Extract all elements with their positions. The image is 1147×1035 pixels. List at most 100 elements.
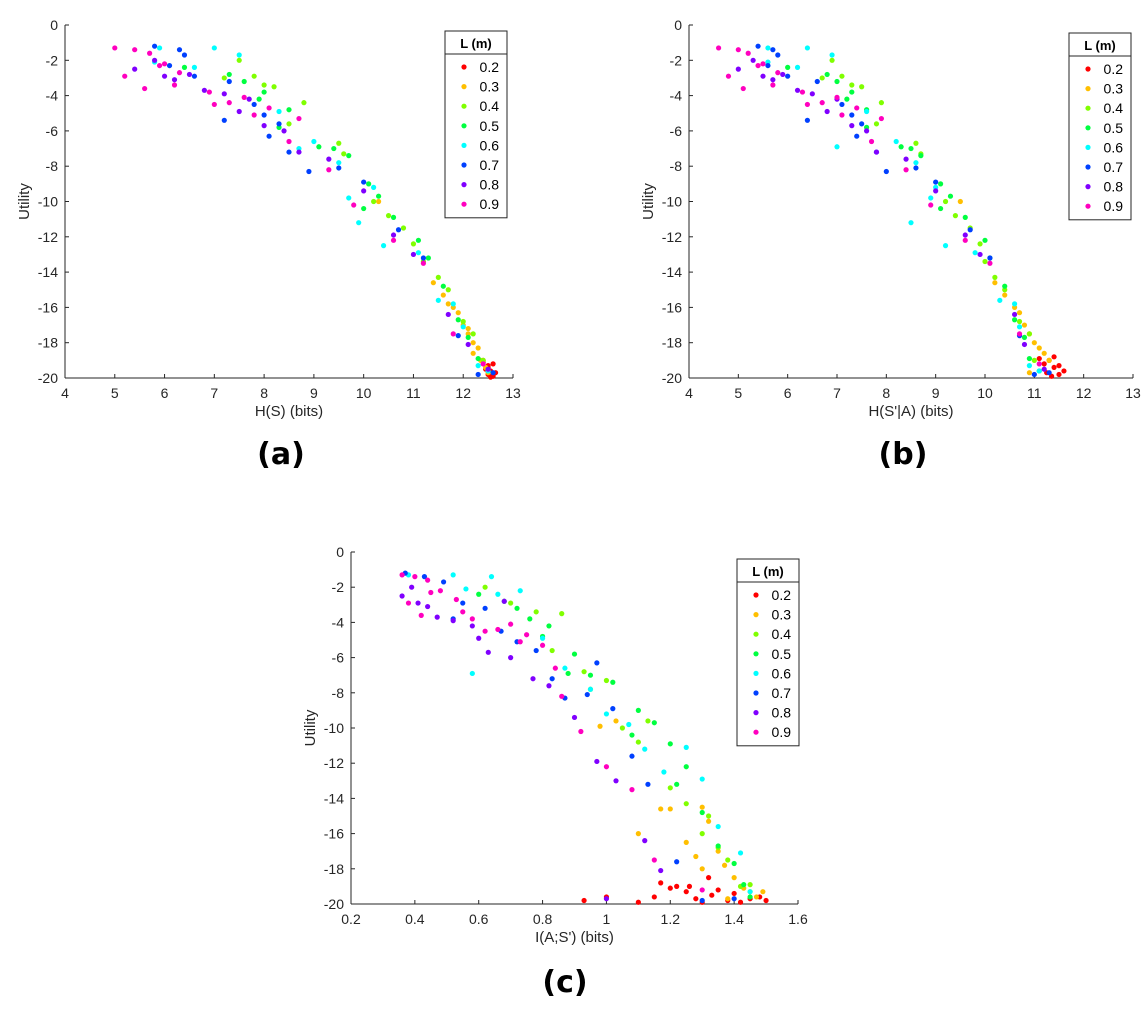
legend-marker — [1085, 184, 1091, 190]
scatter-point — [122, 73, 128, 79]
scatter-point — [527, 616, 533, 622]
scatter-point — [470, 350, 476, 356]
scatter-point — [514, 605, 520, 611]
scatter-point — [445, 301, 451, 307]
scatter-point — [1026, 363, 1032, 369]
scatter-point — [460, 318, 466, 325]
scatter-point — [256, 96, 262, 102]
y-tick-label: -2 — [670, 52, 683, 68]
scatter-point — [508, 655, 514, 661]
y-tick-label: -2 — [332, 579, 345, 595]
scatter-point — [715, 887, 721, 893]
x-tick-label: 1.6 — [788, 911, 808, 927]
scatter-point — [316, 144, 322, 150]
scatter-point — [804, 45, 811, 51]
scatter-point — [485, 649, 491, 655]
scatter-point — [508, 621, 514, 627]
scatter-point — [794, 64, 801, 70]
panel-c: 0.2 0.4 0.6 0.8 1 1.2 1.4 1.6 0 -2 -4 -6 -8 -10 -12 -14… — [302, 544, 808, 1000]
scatter-point — [683, 764, 689, 770]
scatter-point — [495, 626, 501, 633]
legend-title: L (m) — [460, 36, 492, 51]
scatter-point — [893, 138, 899, 145]
scatter-point — [476, 635, 482, 641]
scatter-point — [395, 227, 402, 233]
scatter-point — [1002, 292, 1008, 298]
legend-marker — [461, 84, 467, 90]
scatter-point — [674, 781, 680, 787]
scatter-point — [346, 153, 352, 159]
x-tick-label: 0.4 — [405, 911, 425, 927]
scatter-point — [171, 82, 178, 88]
scatter-point — [1012, 311, 1018, 318]
scatter-point — [651, 857, 657, 863]
scatter-point — [559, 611, 565, 617]
scatter-point — [658, 867, 664, 874]
scatter-point — [420, 260, 426, 266]
scatter-point — [755, 62, 761, 69]
legend-entry: 0.8 — [480, 177, 500, 193]
scatter-point — [804, 117, 811, 123]
scatter-point — [947, 193, 954, 199]
scatter-point — [997, 297, 1003, 303]
scatter-point — [699, 831, 705, 837]
scatter-point — [1012, 301, 1018, 307]
scatter-point — [849, 82, 855, 88]
scatter-point — [760, 73, 766, 79]
scatter-point — [261, 123, 267, 129]
y-tick-label: -20 — [38, 370, 58, 386]
scatter-point — [331, 145, 337, 152]
scatter-point — [735, 47, 741, 53]
scatter-point — [552, 665, 558, 671]
scatter-point — [251, 112, 257, 118]
panel-label: (c) — [542, 965, 587, 1000]
legend-title: L (m) — [752, 564, 784, 579]
scatter-point — [351, 202, 357, 208]
scatter-point — [674, 859, 680, 865]
scatter-point — [501, 598, 507, 604]
scatter-point — [1036, 368, 1042, 374]
scatter-point — [236, 57, 242, 63]
x-tick-label: 0.6 — [469, 911, 489, 927]
scatter-point — [286, 121, 292, 127]
scatter-point — [482, 628, 488, 634]
scatter-point — [181, 64, 188, 70]
scatter-point — [962, 237, 968, 243]
scatter-point — [450, 301, 456, 307]
legend-entry: 0.4 — [480, 98, 500, 114]
legend-marker — [1085, 164, 1091, 170]
scatter-point — [844, 96, 850, 102]
x-tick-label: 10 — [356, 385, 372, 401]
scatter-point — [546, 683, 552, 689]
legend-entry: 0.4 — [772, 626, 792, 642]
scatter-point — [435, 297, 441, 303]
x-tick-label: 8 — [882, 385, 890, 401]
scatter-point — [485, 366, 491, 372]
scatter-point — [453, 596, 459, 603]
scatter-point — [440, 579, 447, 585]
scatter-point — [584, 691, 590, 698]
scatter-point — [804, 101, 811, 108]
series-0-9 — [716, 45, 1042, 367]
scatter-point — [296, 115, 302, 122]
scatter-point — [814, 78, 820, 85]
scatter-point — [517, 639, 523, 645]
legend-entry: 0.2 — [480, 59, 500, 75]
series-0-6 — [765, 45, 1042, 374]
scatter-point — [385, 213, 392, 219]
scatter-point — [942, 243, 949, 249]
scatter-point — [745, 50, 751, 56]
scatter-point — [546, 623, 552, 629]
series-0-8 — [399, 584, 664, 902]
scatter-point — [683, 801, 689, 807]
x-tick-label: 7 — [833, 385, 841, 401]
scatter-point — [425, 603, 431, 610]
scatter-point — [562, 665, 568, 671]
y-tick-label: -20 — [324, 896, 344, 912]
scatter-point — [336, 160, 342, 166]
scatter-point — [967, 227, 973, 233]
scatter-point — [770, 82, 776, 88]
scatter-point — [450, 331, 456, 337]
scatter-point — [610, 679, 616, 685]
scatter-point — [1051, 354, 1057, 360]
